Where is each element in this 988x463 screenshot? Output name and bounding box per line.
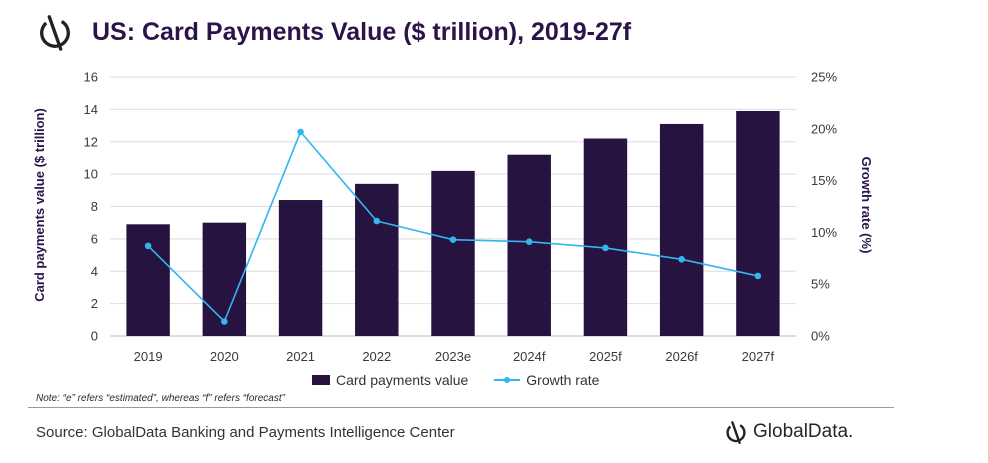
growth-point xyxy=(144,242,152,250)
chart-area: 0 2 4 6 8 10 12 14 16 0% 5% 10% 15% 20% 25% 2019 2020 202… xyxy=(32,70,874,365)
x-tick-label: 2027f xyxy=(742,349,775,364)
y-right-tick-label: 0% xyxy=(811,329,830,344)
y-left-tick-label: 4 xyxy=(91,264,98,279)
y-right-tick-label: 15% xyxy=(811,173,837,188)
globaldata-logo-icon xyxy=(40,15,70,51)
bar xyxy=(736,110,780,337)
brand-name: GlobalData. xyxy=(753,421,854,442)
growth-point xyxy=(754,272,762,280)
bar xyxy=(583,138,628,336)
y-left-tick-label: 10 xyxy=(84,167,98,182)
x-tick-label: 2020 xyxy=(210,349,239,364)
x-tick-label: 2022 xyxy=(362,349,391,364)
x-tick-label: 2025f xyxy=(589,349,622,364)
bar xyxy=(355,183,399,336)
bar xyxy=(278,200,323,336)
growth-point xyxy=(221,318,228,325)
bar xyxy=(659,123,704,336)
axis-ticks: 0 2 4 6 8 10 12 14 16 0% 5% 10% 15% 20% 25% 2019 2020 202… xyxy=(84,70,838,365)
y-right-tick-label: 5% xyxy=(811,277,830,292)
bar xyxy=(126,224,170,336)
y-right-tick-label: 20% xyxy=(811,121,837,136)
chart-legend: Card payments value Growth rate xyxy=(312,372,625,388)
legend-line-swatch xyxy=(494,375,521,385)
x-tick-label: 2019 xyxy=(134,349,163,364)
growth-point xyxy=(602,244,609,252)
legend-item-bars: Card payments value xyxy=(312,372,468,388)
growth-point xyxy=(525,238,533,246)
brand-logo: GlobalData. xyxy=(724,420,853,444)
bar-series xyxy=(126,110,780,337)
chart-header: US: Card Payments Value ($ trillion), 20… xyxy=(36,8,631,56)
y-left-tick-label: 6 xyxy=(91,231,98,246)
y-right-tick-label: 25% xyxy=(811,70,837,85)
y-left-tick-label: 14 xyxy=(84,102,98,117)
bar xyxy=(507,154,551,336)
y-axis-left-title: Card payments value ($ trillion) xyxy=(32,108,47,302)
footer-divider xyxy=(28,407,894,408)
x-tick-label: 2024f xyxy=(513,349,546,364)
growth-line-series xyxy=(144,128,762,325)
y-axis-right-title: Growth rate (%) xyxy=(859,157,874,254)
legend-bar-label: Card payments value xyxy=(336,372,469,388)
source-text: Source: GlobalData Banking and Payments … xyxy=(36,424,455,441)
chart-title: US: Card Payments Value ($ trillion), 20… xyxy=(92,17,632,46)
bar xyxy=(431,170,475,336)
y-left-tick-label: 12 xyxy=(84,134,98,149)
x-tick-label: 2026f xyxy=(665,349,698,364)
growth-point xyxy=(449,236,457,243)
growth-point xyxy=(678,256,685,263)
y-left-tick-label: 0 xyxy=(91,329,98,344)
y-right-tick-label: 10% xyxy=(811,225,837,240)
y-left-tick-label: 8 xyxy=(91,199,98,214)
y-left-tick-label: 2 xyxy=(91,296,98,311)
legend-bar-swatch xyxy=(312,375,330,385)
growth-point xyxy=(297,128,304,136)
x-tick-label: 2023e xyxy=(435,349,471,364)
x-tick-label: 2021 xyxy=(286,349,315,364)
globaldata-brand-icon xyxy=(726,421,746,444)
chart-note: Note: “e” refers “estimated”, whereas “f… xyxy=(36,393,285,404)
legend-line-label: Growth rate xyxy=(526,372,600,388)
y-left-tick-label: 16 xyxy=(84,70,98,85)
growth-point xyxy=(373,217,381,225)
bar xyxy=(202,222,247,336)
legend-item-line: Growth rate xyxy=(494,372,599,388)
